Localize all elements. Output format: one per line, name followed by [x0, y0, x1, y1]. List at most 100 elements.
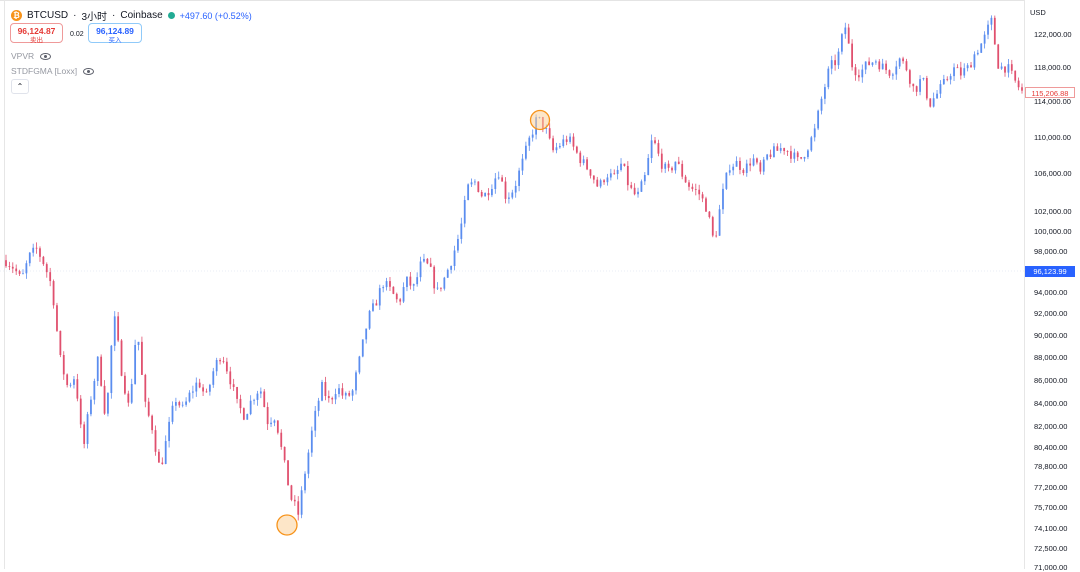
candle-body: [191, 391, 194, 393]
candle-body: [300, 490, 303, 515]
price-tick-label: 82,000.00: [1034, 422, 1068, 431]
candle-body: [667, 163, 670, 168]
candle-body: [834, 60, 837, 66]
indicator-stdfgma[interactable]: STDFGMA [Loxx]: [11, 66, 95, 76]
candle-body: [956, 67, 959, 69]
candle-body: [158, 451, 160, 463]
sell-button[interactable]: 96,124.87 卖出: [10, 23, 63, 44]
candle-body: [484, 193, 487, 197]
candle-body: [633, 187, 636, 195]
candle-body: [168, 421, 171, 442]
candle-body: [93, 381, 96, 400]
chart-header: ₿ BTCUSD · 3小时 · Coinbase +497.60 (+0.52…: [11, 8, 252, 23]
candle-body: [688, 182, 690, 187]
candle-body: [623, 163, 626, 166]
candle-body: [711, 217, 714, 236]
candle-body: [511, 192, 514, 198]
candle-body: [630, 185, 633, 188]
candle-body: [470, 182, 473, 185]
candle-body: [759, 162, 762, 172]
price-tick-label: 102,000.00: [1034, 207, 1072, 216]
price-chart[interactable]: [0, 0, 1024, 569]
candle-body: [287, 460, 289, 486]
buy-button[interactable]: 96,124.89 买入: [88, 23, 142, 44]
candle-body: [307, 452, 310, 474]
candle-body: [684, 176, 687, 183]
currency-button[interactable]: USD: [1030, 8, 1046, 17]
candle-body: [487, 193, 490, 196]
price-tick-label: 88,000.00: [1034, 353, 1068, 362]
candle-body: [820, 98, 823, 111]
candle-body: [351, 390, 354, 396]
candle-body: [474, 181, 476, 183]
candle-body: [616, 169, 619, 174]
candle-body: [25, 263, 28, 274]
candle-body: [993, 17, 996, 45]
candle-body: [39, 248, 41, 257]
candle-body: [341, 388, 344, 396]
candle-body: [205, 391, 208, 393]
candle-body: [212, 371, 215, 385]
candle-body: [293, 499, 296, 502]
candle-body: [368, 310, 371, 329]
candle-body: [239, 398, 242, 409]
candle-body: [86, 414, 89, 444]
candle-body: [406, 276, 408, 288]
candle-body: [857, 75, 860, 78]
candle-body: [807, 150, 809, 158]
price-tick-label: 100,000.00: [1034, 227, 1072, 236]
candle-body: [949, 76, 952, 80]
candle-body: [208, 384, 211, 392]
candle-body: [246, 414, 249, 420]
collapse-button[interactable]: ⌃: [11, 79, 29, 94]
candle-body: [773, 146, 775, 157]
candle-body: [983, 34, 986, 44]
candle-body: [762, 159, 765, 172]
eye-icon[interactable]: [83, 67, 95, 75]
candle-body: [491, 188, 493, 196]
candle-body: [412, 284, 415, 286]
spread-value: 0.02: [70, 31, 84, 38]
candle-body: [1004, 66, 1006, 73]
candle-body: [90, 399, 92, 415]
interval-label[interactable]: 3小时: [81, 12, 108, 23]
candle-body: [236, 387, 238, 399]
candle-body: [524, 145, 527, 159]
price-tick-label: 94,000.00: [1034, 288, 1068, 297]
candle-body: [864, 61, 867, 70]
candle-body: [514, 185, 517, 193]
candle-body: [501, 177, 504, 182]
candle-body: [521, 158, 524, 171]
candle-body: [79, 398, 82, 425]
candle-body: [440, 287, 442, 289]
candle-body: [603, 180, 605, 183]
candle-body: [266, 406, 269, 425]
candle-body: [378, 288, 381, 306]
left-border: [4, 0, 5, 569]
candle-body: [800, 157, 803, 159]
candle-body: [589, 169, 592, 176]
candle-body: [715, 235, 718, 237]
symbol-name[interactable]: BTCUSD: [27, 10, 69, 21]
candle-body: [874, 61, 877, 63]
candle-body: [365, 328, 368, 340]
indicator-vpvr[interactable]: VPVR: [11, 51, 52, 61]
candle-body: [545, 128, 548, 129]
candle-body: [344, 393, 347, 396]
candle-body: [477, 181, 480, 192]
candle-body: [256, 393, 259, 400]
candle-body: [861, 69, 864, 78]
candle-body: [222, 361, 225, 363]
candle-body: [681, 163, 684, 177]
candle-body: [100, 356, 103, 386]
candle-body: [868, 61, 870, 65]
candle-body: [888, 70, 891, 76]
candle-body: [42, 256, 45, 265]
eye-icon[interactable]: [40, 52, 52, 60]
candle-body: [154, 430, 157, 452]
candle-body: [531, 134, 534, 138]
candle-body: [467, 184, 470, 200]
candle-body: [674, 161, 677, 171]
candle-body: [137, 341, 140, 345]
separator: ·: [112, 10, 116, 21]
